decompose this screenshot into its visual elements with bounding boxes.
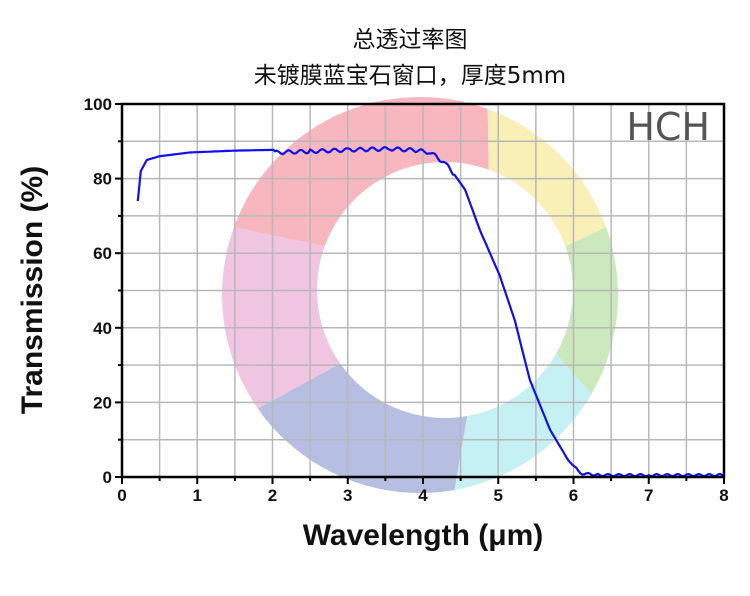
wheel-segment (487, 108, 607, 247)
wheel-segment (555, 227, 618, 394)
x-tick-label: 7 (644, 486, 653, 505)
x-tick-label: 6 (569, 486, 578, 505)
x-tick-label: 5 (494, 486, 503, 505)
chart-subtitle: 未镀膜蓝宝石窗口，厚度5mm (253, 63, 567, 89)
y-tick-label: 40 (93, 319, 112, 338)
wheel-segment (454, 354, 592, 490)
color-wheel-watermark (222, 97, 618, 494)
y-tick-label: 80 (93, 170, 112, 189)
y-tick-label: 60 (93, 244, 112, 263)
x-tick-label: 8 (719, 486, 728, 505)
x-tick-label: 4 (418, 486, 428, 505)
grid (121, 103, 725, 478)
y-tick-label: 100 (84, 95, 112, 114)
x-axis-label: Wavelength (μm) (303, 519, 544, 552)
y-tick-label: 20 (93, 393, 112, 412)
x-tick-label: 1 (193, 486, 202, 505)
chart-title: 总透过率图 (352, 27, 468, 53)
y-tick-label: 0 (103, 468, 112, 487)
hch-logo: HCH (626, 105, 710, 149)
wheel-segment (233, 97, 489, 247)
x-tick-label: 3 (343, 486, 352, 505)
x-tick-label: 2 (268, 486, 277, 505)
y-axis-label: Transmission (%) (16, 166, 49, 414)
x-tick-label: 0 (117, 486, 126, 505)
